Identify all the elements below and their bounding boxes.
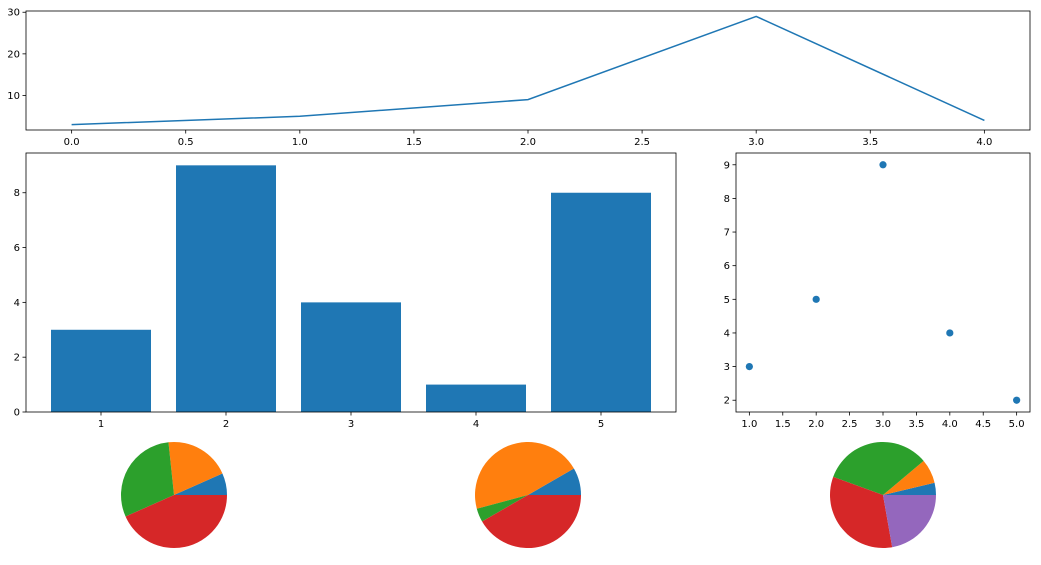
x-tick-label: 2.0 (520, 137, 536, 148)
scatter-point (946, 329, 954, 337)
pie-slice (475, 442, 574, 509)
pie-chart-2 (475, 442, 581, 549)
bar (51, 329, 151, 412)
x-tick-label: 3 (348, 419, 354, 430)
pie-slice (120, 442, 174, 517)
y-tick-label: 7 (724, 228, 730, 239)
bar (301, 302, 401, 412)
pie-slice (174, 473, 227, 495)
scatter-points (745, 161, 1021, 404)
bar-chart-ticks: 1 2 3 4 5 0 2 4 6 8 (14, 188, 605, 430)
x-tick-label: 3.0 (748, 137, 764, 148)
pie-chart-1 (120, 441, 227, 549)
y-tick-label: 2 (14, 353, 20, 364)
y-tick-label: 4 (724, 328, 730, 339)
x-tick-label: 0.0 (64, 137, 80, 148)
y-tick-label: 3 (724, 362, 730, 373)
pie-slice (830, 476, 893, 548)
pie-slice (883, 495, 936, 548)
bar (551, 192, 651, 412)
y-tick-label: 9 (724, 160, 730, 171)
y-tick-label: 5 (724, 295, 730, 306)
x-tick-label: 3.5 (908, 419, 924, 430)
x-tick-label: 1.5 (406, 137, 422, 148)
line-chart: 0.0 0.5 1.0 1.5 2.0 2.5 3.0 3.5 4.0 10 20 30 (7, 8, 1031, 148)
y-tick-label: 6 (14, 243, 20, 254)
y-tick-label: 20 (7, 49, 20, 60)
pie-slice (482, 495, 581, 549)
x-tick-label: 4.0 (942, 419, 958, 430)
x-tick-label: 1.0 (292, 137, 308, 148)
pie-slice (528, 468, 581, 495)
x-tick-label: 4.5 (975, 419, 991, 430)
line-chart-frame (25, 10, 1031, 131)
bar (426, 384, 526, 412)
y-tick-label: 8 (724, 194, 730, 205)
x-tick-label: 2.0 (808, 419, 824, 430)
scatter-point (812, 295, 820, 303)
bar-chart: 1 2 3 4 5 0 2 4 6 8 (14, 152, 677, 430)
y-tick-label: 10 (7, 91, 20, 102)
pie-slice (125, 495, 227, 549)
x-tick-label: 4.0 (976, 137, 992, 148)
x-tick-label: 0.5 (178, 137, 194, 148)
scatter-chart-ticks: 1.0 1.5 2.0 2.5 3.0 3.5 4.0 4.5 5.0 2 3 4 5 6 7 8 9 (724, 160, 1025, 430)
scatter-point (745, 362, 753, 371)
scatter-point (1013, 396, 1021, 404)
scatter-point (879, 161, 887, 169)
scatter-chart: 1.0 1.5 2.0 2.5 3.0 3.5 4.0 4.5 5.0 2 3 4 5 6 7 8 9 (724, 152, 1031, 430)
x-tick-label: 2.5 (842, 419, 858, 430)
bar (176, 165, 276, 412)
x-tick-label: 3.0 (875, 419, 891, 430)
x-tick-label: 4 (473, 419, 479, 430)
x-tick-label: 1.0 (741, 419, 757, 430)
x-tick-label: 1 (98, 419, 104, 430)
x-tick-label: 5 (598, 419, 604, 430)
y-tick-label: 2 (724, 396, 730, 407)
x-tick-label: 2 (223, 419, 229, 430)
scatter-chart-frame (735, 152, 1031, 413)
pie-slice (476, 495, 528, 522)
y-tick-label: 4 (14, 298, 20, 309)
pie-slice (833, 442, 924, 495)
pie-slice (883, 482, 936, 495)
y-tick-label: 8 (14, 188, 20, 199)
x-tick-label: 5.0 (1009, 419, 1025, 430)
pie-chart-3 (830, 442, 936, 548)
bar-chart-bars (51, 165, 651, 412)
x-tick-label: 1.5 (775, 419, 791, 430)
y-tick-label: 0 (14, 408, 20, 419)
x-tick-label: 3.5 (862, 137, 878, 148)
pie-slice (883, 460, 935, 495)
line-series (71, 15, 985, 126)
y-tick-label: 6 (724, 261, 730, 272)
pie-slice (168, 441, 223, 495)
x-tick-label: 2.5 (634, 137, 650, 148)
y-tick-label: 30 (7, 8, 20, 19)
line-chart-ticks: 0.0 0.5 1.0 1.5 2.0 2.5 3.0 3.5 4.0 10 20 30 (7, 8, 992, 148)
